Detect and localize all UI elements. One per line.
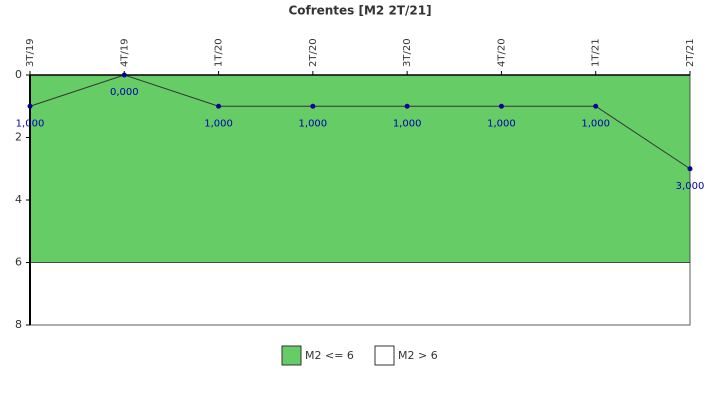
value-label: 0,000 — [110, 87, 139, 98]
x-tick-label: 2T/21 — [685, 38, 696, 67]
data-point — [687, 166, 693, 172]
data-point — [498, 103, 504, 109]
data-point — [310, 103, 316, 109]
x-tick-label: 2T/20 — [308, 38, 319, 67]
data-point — [27, 103, 33, 109]
x-tick-label: 1T/20 — [214, 38, 225, 67]
legend-swatch — [374, 345, 395, 366]
y-tick-label: 6 — [15, 256, 22, 269]
legend-label: M2 > 6 — [398, 349, 438, 362]
value-label: 1,000 — [393, 118, 422, 129]
chart-title: Cofrentes [M2 2T/21] — [288, 4, 431, 18]
data-point — [121, 72, 127, 78]
x-tick-label: 1T/21 — [591, 38, 602, 67]
x-tick-label: 3T/19 — [25, 38, 36, 67]
value-label: 1,000 — [487, 118, 516, 129]
band — [29, 74, 691, 263]
y-tick-label: 4 — [15, 193, 22, 206]
y-tick-label: 8 — [15, 318, 22, 331]
band — [29, 262, 691, 326]
y-tick-label: 0 — [15, 68, 22, 81]
value-label: 1,000 — [204, 118, 233, 129]
x-tick-label: 4T/20 — [496, 38, 507, 67]
x-tick-label: 4T/19 — [119, 38, 130, 67]
y-tick-label: 2 — [15, 131, 22, 144]
data-point — [404, 103, 410, 109]
value-label: 1,000 — [299, 118, 328, 129]
value-label: 1,000 — [16, 118, 45, 129]
value-label: 1,000 — [581, 118, 610, 129]
x-tick-label: 3T/20 — [402, 38, 413, 67]
data-point — [216, 103, 222, 109]
legend-label: M2 <= 6 — [305, 349, 354, 362]
legend-swatch — [281, 345, 302, 366]
value-label: 3,000 — [676, 181, 705, 192]
data-line — [29, 74, 691, 170]
data-point — [593, 103, 599, 109]
